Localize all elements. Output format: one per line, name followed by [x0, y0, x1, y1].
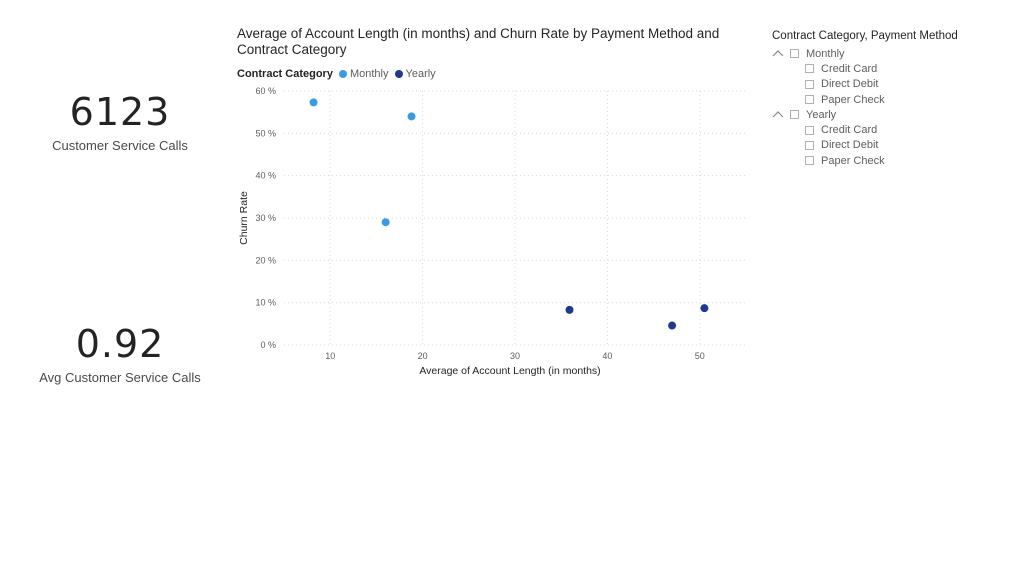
kpi-label: Avg Customer Service Calls: [39, 370, 201, 385]
data-point-monthly[interactable]: [309, 98, 318, 107]
checkbox[interactable]: [805, 156, 814, 166]
checkbox[interactable]: [790, 49, 799, 59]
kpi-label: Customer Service Calls: [52, 138, 188, 153]
x-axis-title: Average of Account Length (in months): [419, 365, 600, 377]
slicer-item-label: Credit Card: [821, 124, 878, 137]
slicer-item-direct-debit[interactable]: Direct Debit: [772, 77, 1002, 92]
checkbox[interactable]: [805, 64, 814, 74]
y-tick-label: 60 %: [255, 86, 276, 96]
x-tick-label: 30: [510, 351, 520, 361]
slicer-item-label: Paper Check: [821, 93, 885, 106]
checkbox[interactable]: [790, 110, 799, 120]
legend-marker-yearly: [394, 70, 403, 78]
slicer-item-label: Direct Debit: [821, 78, 879, 91]
kpi-value: 6123: [69, 90, 171, 134]
legend-label-yearly: Yearly: [405, 68, 436, 80]
chart-title: Average of Account Length (in months) an…: [237, 26, 720, 57]
data-point-monthly[interactable]: [381, 218, 390, 227]
x-tick-label: 10: [325, 351, 335, 361]
legend-marker-monthly: [338, 70, 347, 78]
chevron-up-icon[interactable]: [772, 110, 784, 120]
data-point-monthly[interactable]: [407, 112, 416, 121]
x-tick-label: 50: [695, 351, 705, 361]
y-tick-label: 40 %: [255, 171, 276, 181]
legend-label-monthly: Monthly: [349, 68, 389, 80]
y-tick-label: 30 %: [255, 213, 276, 223]
slicer-title: Contract Category, Payment Method: [772, 30, 958, 42]
y-tick-label: 20 %: [255, 255, 276, 265]
kpi-value: 0.92: [75, 322, 165, 366]
checkbox[interactable]: [805, 140, 814, 150]
slicer-item-credit-card[interactable]: Credit Card: [772, 122, 1002, 137]
y-axis-title: Churn Rate: [238, 191, 250, 245]
kpi-card-avg-customer-service-calls[interactable]: 0.92 Avg Customer Service Calls: [30, 322, 210, 385]
y-tick-label: 50 %: [255, 128, 276, 138]
slicer-item-credit-card[interactable]: Credit Card: [772, 61, 1002, 76]
y-tick-label: 0 %: [260, 340, 276, 350]
slicer-group-yearly[interactable]: Yearly: [772, 107, 1002, 122]
chevron-up-icon[interactable]: [772, 49, 784, 59]
slicer-contract-category-payment-method[interactable]: Contract Category, Payment Method Monthl…: [772, 30, 1002, 168]
slicer-item-paper-check[interactable]: Paper Check: [772, 153, 1002, 168]
slicer-group-monthly[interactable]: Monthly: [772, 46, 1002, 61]
checkbox[interactable]: [805, 95, 814, 105]
slicer-item-paper-check[interactable]: Paper Check: [772, 92, 1002, 107]
legend-title: Contract Category: [237, 68, 333, 80]
data-point-yearly[interactable]: [565, 305, 574, 314]
slicer-item-direct-debit[interactable]: Direct Debit: [772, 138, 1002, 153]
slicer-item-label: Credit Card: [821, 62, 878, 75]
y-tick-label: 10 %: [255, 298, 276, 308]
chart-legend: Contract Category Monthly Yearly: [237, 68, 442, 80]
checkbox[interactable]: [805, 79, 814, 89]
scatter-plot-area: 0 % 10 % 20 % 30 % 40 % 50 % 60 % 10 20 30 40 50 Ave…: [238, 86, 746, 377]
x-tick-label: 40: [602, 351, 612, 361]
legend-entry-yearly[interactable]: Yearly: [394, 68, 436, 80]
data-point-yearly[interactable]: [668, 321, 677, 330]
legend-entry-monthly[interactable]: Monthly: [338, 68, 389, 80]
checkbox[interactable]: [805, 125, 814, 135]
x-tick-label: 20: [418, 351, 428, 361]
scatter-chart-visual[interactable]: Average of Account Length (in months) an…: [232, 26, 752, 386]
slicer-group-label: Yearly: [806, 108, 837, 121]
slicer-list: Monthly Credit Card Direct Debit Paper Chec…: [772, 46, 1002, 168]
slicer-item-label: Direct Debit: [821, 139, 879, 152]
slicer-item-label: Paper Check: [821, 154, 885, 167]
data-point-yearly[interactable]: [700, 304, 709, 313]
slicer-group-label: Monthly: [806, 47, 845, 60]
kpi-card-customer-service-calls[interactable]: 6123 Customer Service Calls: [40, 90, 200, 153]
